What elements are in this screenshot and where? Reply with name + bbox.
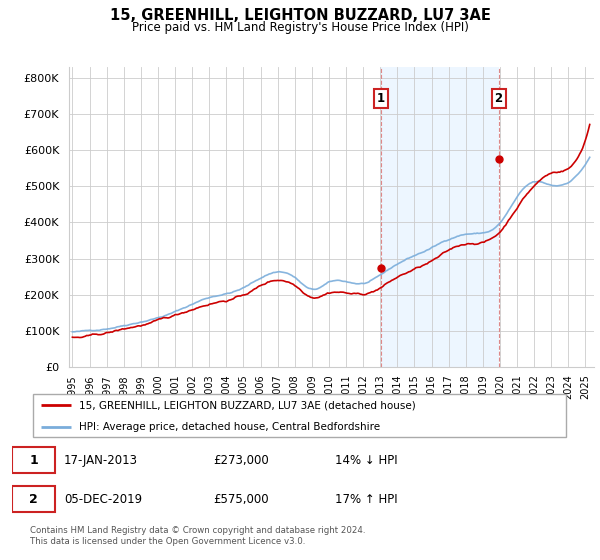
Text: 15, GREENHILL, LEIGHTON BUZZARD, LU7 3AE: 15, GREENHILL, LEIGHTON BUZZARD, LU7 3AE bbox=[110, 8, 490, 24]
Text: 15, GREENHILL, LEIGHTON BUZZARD, LU7 3AE (detached house): 15, GREENHILL, LEIGHTON BUZZARD, LU7 3AE… bbox=[79, 400, 415, 410]
Text: 1: 1 bbox=[377, 92, 385, 105]
Bar bbox=[381, 67, 499, 367]
Text: 2: 2 bbox=[29, 493, 38, 506]
FancyBboxPatch shape bbox=[12, 486, 55, 512]
FancyBboxPatch shape bbox=[12, 447, 55, 473]
Text: 05-DEC-2019: 05-DEC-2019 bbox=[64, 493, 142, 506]
Text: 14% ↓ HPI: 14% ↓ HPI bbox=[335, 454, 397, 467]
Text: Contains HM Land Registry data © Crown copyright and database right 2024.
This d: Contains HM Land Registry data © Crown c… bbox=[30, 526, 365, 546]
Text: 17-JAN-2013: 17-JAN-2013 bbox=[64, 454, 138, 467]
Text: 17% ↑ HPI: 17% ↑ HPI bbox=[335, 493, 397, 506]
Text: 1: 1 bbox=[29, 454, 38, 467]
Text: 2: 2 bbox=[494, 92, 503, 105]
FancyBboxPatch shape bbox=[33, 394, 566, 437]
Text: £273,000: £273,000 bbox=[214, 454, 269, 467]
Text: £575,000: £575,000 bbox=[214, 493, 269, 506]
Text: HPI: Average price, detached house, Central Bedfordshire: HPI: Average price, detached house, Cent… bbox=[79, 422, 380, 432]
Text: Price paid vs. HM Land Registry's House Price Index (HPI): Price paid vs. HM Land Registry's House … bbox=[131, 21, 469, 34]
